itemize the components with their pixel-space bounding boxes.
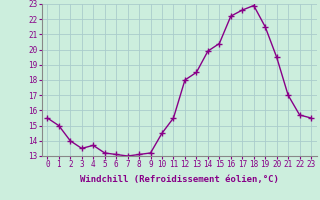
X-axis label: Windchill (Refroidissement éolien,°C): Windchill (Refroidissement éolien,°C)	[80, 175, 279, 184]
